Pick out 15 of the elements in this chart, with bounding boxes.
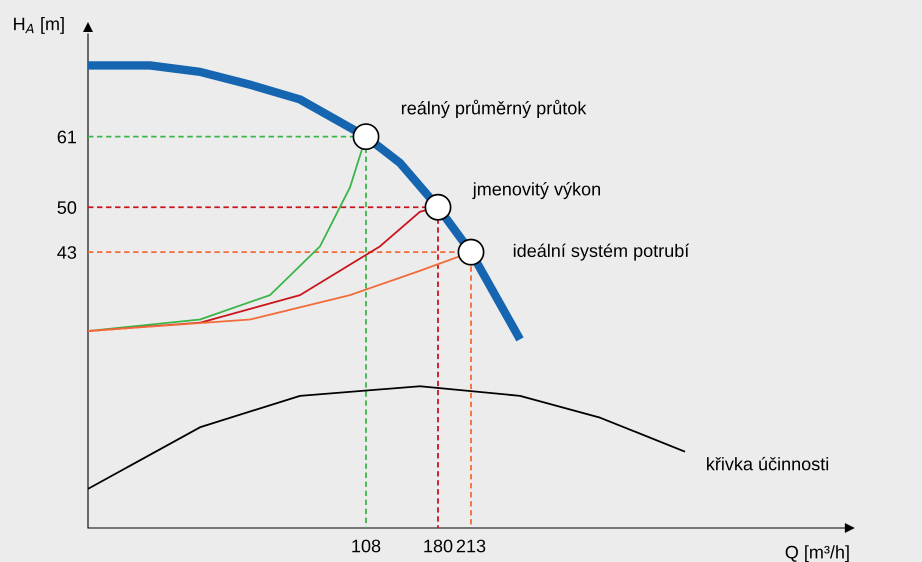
annotation: jmenovitý výkon (472, 182, 600, 200)
point (352, 123, 380, 150)
point (458, 238, 484, 266)
y-tick-label: 43 (57, 246, 76, 259)
annotation: reálný průměrný průtok (402, 100, 586, 118)
x-tick-label: 213 (456, 540, 486, 552)
x-axis-title: Q [m³/h] (786, 545, 849, 562)
y-tick-label: 61 (58, 130, 76, 144)
y-axis-title: H$_{A}$ [m] (14, 17, 64, 34)
annotation: ideální systém potrubí (514, 244, 690, 261)
x-tick-label: 108 (352, 540, 380, 552)
point (424, 194, 452, 221)
y-tick-label: 50 (58, 201, 76, 214)
annotation: křivka účinnosti (707, 456, 828, 470)
x-tick-label: 180 (424, 540, 452, 552)
